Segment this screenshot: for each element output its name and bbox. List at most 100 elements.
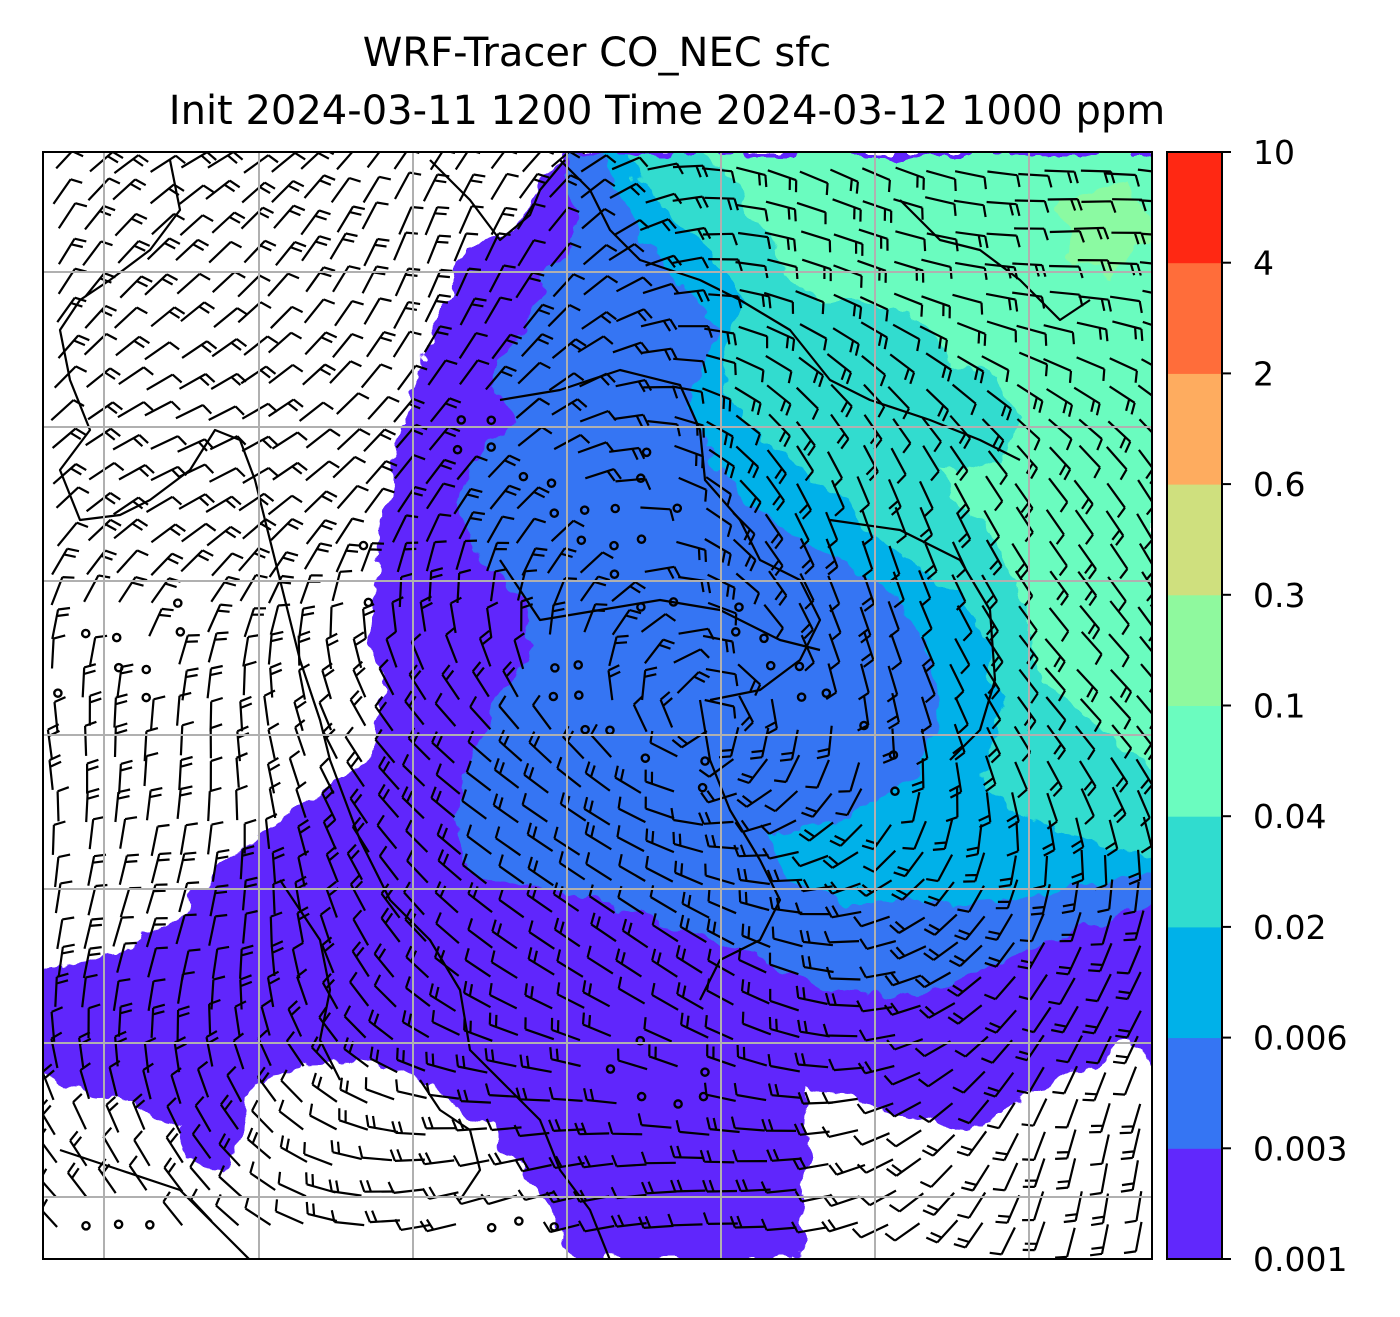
colorbar-swatch	[1167, 1037, 1222, 1149]
wind-barb	[919, 480, 934, 518]
wind-barb	[760, 1218, 797, 1232]
wind-barb	[701, 167, 736, 184]
colorbar-tick-label: 0.02	[1253, 908, 1326, 947]
wind-barb	[1055, 1227, 1076, 1259]
wind-barb	[615, 308, 653, 323]
wind-barb	[267, 331, 303, 354]
wind-barb	[859, 938, 897, 950]
wind-barb	[1018, 351, 1049, 377]
wind-barb	[150, 523, 186, 544]
wind-barb	[298, 605, 316, 639]
colorbar-swatch	[1167, 816, 1222, 928]
wind-barb	[498, 854, 525, 885]
wind-barb	[1088, 942, 1113, 973]
wind-barb	[768, 952, 799, 976]
wind-barb	[488, 1012, 519, 1037]
calm-wind-marker	[573, 660, 584, 670]
wind-barb	[739, 479, 762, 514]
wind-barb	[527, 947, 555, 976]
wind-barb	[205, 495, 242, 513]
wind-barb	[764, 540, 784, 577]
wind-barb	[955, 261, 988, 280]
wind-barb	[113, 306, 148, 329]
wind-barb	[833, 264, 863, 288]
wind-barb	[800, 230, 832, 253]
wind-barb	[178, 634, 200, 665]
wind-barb	[981, 574, 998, 611]
calm-wind-marker	[81, 1221, 91, 1231]
wind-barb	[669, 1145, 705, 1160]
wind-barb	[951, 541, 967, 579]
wind-barb	[351, 816, 370, 853]
wind-barb	[275, 240, 307, 266]
wind-barb	[365, 1114, 399, 1133]
wind-barb	[431, 731, 455, 764]
wind-barb	[926, 169, 957, 192]
wind-barb	[833, 233, 864, 256]
wind-barb	[707, 889, 737, 915]
wind-barb	[363, 237, 390, 267]
wind-barb	[732, 512, 756, 546]
wind-barb	[1140, 816, 1152, 854]
wind-barb	[305, 428, 341, 449]
wind-barb	[947, 976, 982, 997]
wind-barb	[1139, 199, 1152, 203]
wind-barb	[1077, 570, 1098, 607]
wind-barb	[452, 1154, 490, 1168]
wind-barb	[1074, 725, 1096, 761]
wind-barb	[393, 397, 425, 423]
wind-barb	[295, 781, 307, 818]
colorbar-swatch	[1167, 926, 1222, 1039]
wind-barb	[425, 513, 452, 543]
wind-barb	[128, 1155, 148, 1191]
wind-barb	[113, 693, 128, 728]
wind-barb	[957, 1099, 990, 1125]
wind-barb	[444, 626, 458, 664]
calm-wind-marker	[145, 1220, 155, 1230]
wind-barb	[178, 493, 215, 510]
wind-barb	[389, 1149, 425, 1162]
wind-barb	[328, 1179, 362, 1197]
wind-barb	[84, 720, 97, 756]
wind-barb	[455, 539, 478, 571]
wind-barb	[180, 301, 215, 323]
wind-barb	[260, 998, 273, 1036]
wind-barb	[766, 384, 792, 416]
wind-barb	[394, 171, 422, 200]
wind-barb	[176, 272, 211, 295]
wind-barb	[824, 992, 860, 1008]
wind-barb	[859, 295, 889, 322]
wind-barb	[461, 853, 488, 885]
wind-barb	[825, 663, 838, 701]
wind-barb	[489, 484, 521, 510]
wind-barb	[218, 1133, 241, 1167]
wind-barb	[209, 723, 223, 759]
wind-barb	[861, 167, 891, 193]
wind-barb	[639, 218, 677, 232]
wind-barb	[678, 476, 708, 502]
wind-barb	[83, 332, 118, 356]
calm-wind-marker	[609, 540, 619, 551]
wind-barb	[523, 303, 555, 329]
colorbar-tick-label: 0.6	[1253, 465, 1305, 504]
coastline-west	[58, 159, 362, 841]
wind-barb	[52, 463, 87, 485]
wind-barb	[208, 467, 246, 483]
colorbar-swatches	[1167, 152, 1222, 1260]
wind-barb	[378, 756, 400, 791]
wind-barb	[267, 272, 300, 297]
wind-barb	[150, 552, 184, 576]
colorbar-swatch	[1167, 1148, 1222, 1260]
colorbar-swatch	[1167, 373, 1222, 485]
wind-barb	[298, 401, 334, 422]
wind-barb	[952, 1070, 986, 1094]
wind-barb	[672, 195, 709, 209]
wind-barb	[643, 1017, 673, 1043]
wind-barb	[484, 296, 513, 325]
wind-barb	[987, 450, 1008, 486]
wind-barb	[57, 334, 90, 359]
wind-barb	[795, 290, 825, 315]
colorbar-tick-label: 2	[1253, 354, 1274, 393]
wind-barb	[461, 789, 487, 820]
wind-barb	[952, 723, 966, 761]
